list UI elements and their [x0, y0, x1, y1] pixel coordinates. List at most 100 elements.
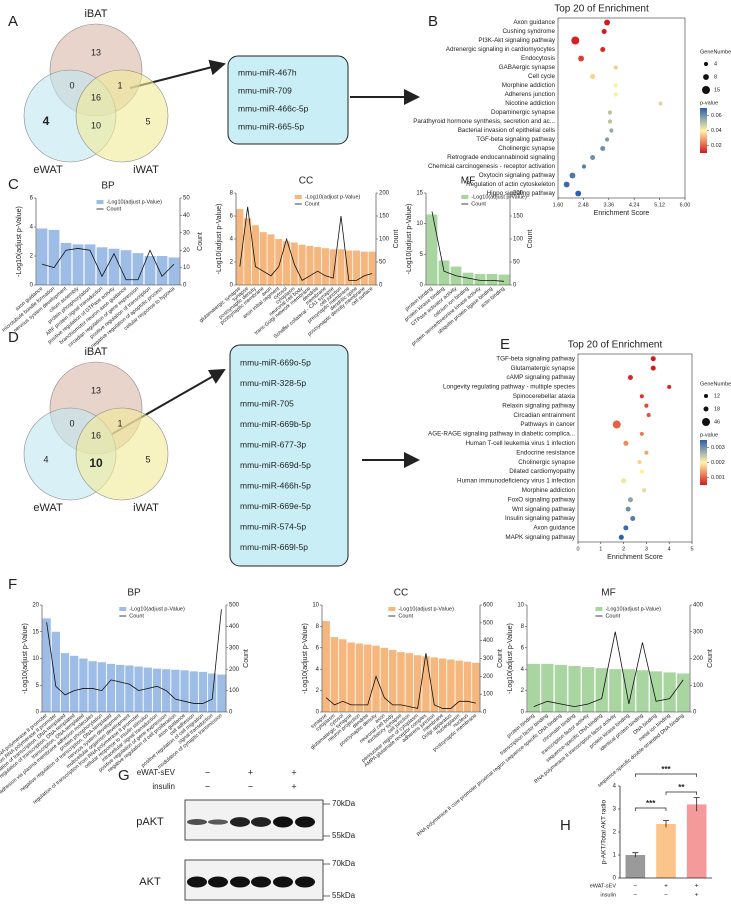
dot: [578, 55, 585, 62]
row-sign: +: [664, 883, 668, 890]
x-axis-label: Enrichment Score: [594, 210, 650, 217]
y-axis-label: -Log10(adjust p-Value): [16, 206, 23, 277]
set-label: iBAT: [84, 346, 107, 358]
count-line: [46, 609, 222, 704]
dot: [600, 145, 606, 152]
y-axis-label: -Log10(adjust p-Value): [406, 204, 413, 275]
y2-axis-label: Count: [527, 230, 534, 249]
y-tick-label: Axon guidance: [513, 19, 555, 26]
dot: [571, 36, 580, 45]
band: [187, 818, 207, 826]
y-tick-label: 2: [521, 688, 525, 694]
band: [230, 817, 250, 827]
bar: [388, 649, 397, 712]
y-tick-label: Bacterial invasion of epithelial cells: [458, 127, 555, 134]
y-axis-label: -Log10(adjust p-Value): [22, 623, 29, 694]
bar: [125, 665, 134, 712]
bar: [422, 656, 430, 712]
dot: [627, 497, 633, 503]
y-tick-label: Relaxin signaling pathway: [502, 402, 576, 409]
bar: [677, 673, 690, 712]
x-tick-label: 3: [645, 546, 648, 552]
bar: [189, 671, 198, 712]
venn-circle: [75, 69, 169, 163]
legend-dot: [703, 406, 709, 412]
set-label: iBAT: [84, 8, 107, 20]
count-line: [533, 631, 684, 708]
y-tick-label: 10: [416, 221, 423, 227]
dot: [658, 101, 663, 106]
y-tick-label: 10: [312, 603, 319, 609]
y-tick-label: 3: [613, 807, 617, 813]
y2-tick-label: 0: [693, 710, 697, 716]
bar: [36, 228, 48, 285]
bar: [298, 244, 306, 285]
row-label: insulin: [600, 892, 616, 898]
significance: **: [678, 783, 685, 792]
y-tick-label: 8: [521, 624, 525, 630]
band: [273, 816, 293, 828]
y-tick-label: FoxO signaling pathway: [508, 496, 576, 503]
legend-label: -Log10(adjust p-Value): [605, 606, 661, 612]
dot: [600, 46, 606, 53]
mirna-box: [229, 344, 349, 567]
mirna: mmu-miR-665-5p: [238, 121, 304, 131]
y-tick-label: Regulation of actin cytoskeleton: [466, 181, 555, 188]
colorbar: [700, 108, 707, 153]
bar: [96, 247, 108, 285]
dot: [639, 469, 644, 474]
set-label: eWAT: [33, 164, 63, 176]
y-tick-label: Adrenergic signaling in cardiomyocytes: [446, 46, 555, 53]
legend-swatch: [119, 607, 127, 611]
dot: [627, 374, 633, 381]
row-label: eWAT-sEV: [590, 883, 617, 889]
y2-tick-label: 150: [513, 214, 524, 220]
y2-tick-label: 200: [513, 191, 524, 197]
bar: [97, 662, 106, 712]
region-count: 4: [43, 114, 50, 128]
y-tick-label: Glutamatergic synapse: [511, 365, 576, 372]
y-tick-label: 5: [420, 252, 424, 258]
bar: [322, 621, 330, 712]
bar: [686, 804, 707, 878]
bar: [283, 241, 291, 285]
bar: [380, 647, 389, 712]
bar: [609, 669, 622, 712]
y-tick-label: 20: [32, 603, 39, 609]
band: [251, 876, 271, 888]
y2-tick-label: 300: [483, 656, 494, 662]
x-tick-label: 2: [622, 546, 625, 552]
row-sign: +: [695, 892, 699, 899]
bar: [462, 272, 474, 285]
y2-tick-label: 300: [229, 645, 240, 651]
bar: [474, 273, 486, 285]
legend-label: 0.002: [711, 460, 725, 466]
bar: [486, 273, 498, 285]
bar: [438, 260, 450, 285]
y2-tick-label: 200: [483, 674, 494, 680]
count-line: [41, 248, 175, 281]
y-tick-label: TGF-beta signaling pathway: [496, 355, 576, 362]
marker-label: 55kDa: [332, 891, 356, 900]
legend-label: Count: [605, 613, 620, 619]
row-sign: −: [633, 892, 637, 899]
bar: [198, 671, 208, 712]
row-sign: +: [291, 767, 296, 777]
y-tick-label: cAMP signaling pathway: [507, 374, 576, 381]
y2-axis-label: Count: [197, 232, 204, 251]
y2-tick-label: 50: [183, 196, 190, 202]
legend-swatch: [294, 195, 302, 199]
y2-tick-label: 500: [483, 620, 494, 626]
bar: [337, 249, 345, 285]
dot: [604, 19, 610, 26]
legend-dot: [703, 61, 709, 67]
dot: [621, 478, 627, 484]
legend-label: Count: [129, 613, 144, 619]
mirna: mmu-miR-467h: [238, 67, 297, 77]
legend-dot: [703, 393, 709, 399]
dot: [650, 356, 656, 362]
bar: [397, 652, 405, 712]
dot: [613, 83, 618, 88]
bar: [413, 655, 422, 712]
